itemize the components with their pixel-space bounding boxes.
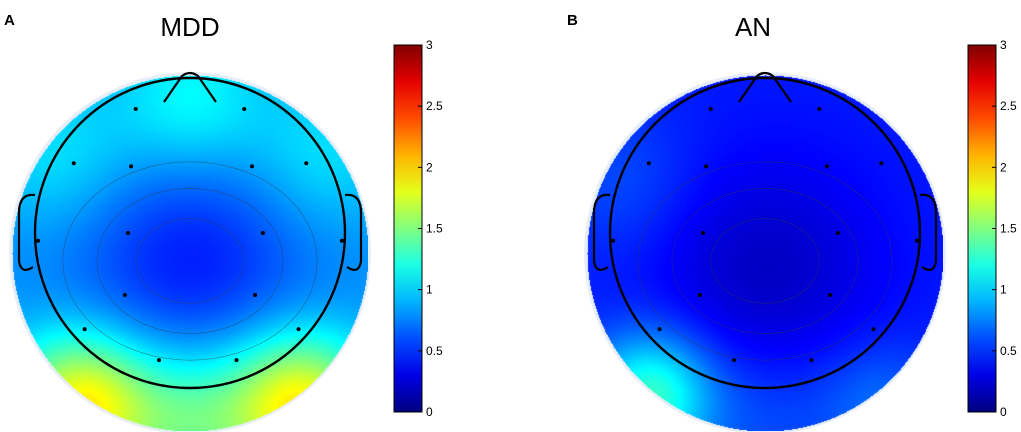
colorbar-tick-label: 0 [426, 405, 433, 419]
nose-outline [163, 71, 217, 103]
electrode-dot [36, 238, 41, 243]
colorbar-tick-label: 2.5 [426, 99, 443, 113]
electrode-dot [835, 231, 840, 235]
electrode-dot [871, 327, 876, 332]
contour-line [135, 218, 245, 304]
chart-title-an: AN [734, 12, 772, 42]
electrode-dot [708, 107, 713, 111]
electrode-dot [879, 161, 884, 166]
electrode-dot [697, 293, 702, 297]
electrode-dot [825, 164, 829, 169]
electrode-dot [122, 293, 127, 297]
colorbar-tick-label: 1 [1000, 283, 1007, 297]
colorbar-tick-label: 2 [426, 160, 433, 174]
electrode-dot [242, 107, 247, 111]
electrode-dot [133, 107, 138, 111]
topo-panel-b: 0 0.5 1 1.5 2 2.5 3 [584, 38, 1017, 432]
contour-line [62, 161, 318, 361]
heatmap-surface [12, 75, 368, 431]
colorbar [393, 44, 423, 413]
electrode-dot [296, 327, 301, 332]
left-ear-outline [17, 193, 36, 271]
colorbar-tick-label: 1.5 [1000, 222, 1017, 236]
electrode-dot [646, 161, 651, 166]
colorbar-tick-label: 2 [1000, 160, 1007, 174]
colorbar-tick-label: 3 [1000, 38, 1007, 52]
electrode-dot [339, 238, 344, 243]
contour-line [710, 218, 820, 304]
head-outline [33, 76, 347, 390]
nose-outline [738, 71, 792, 103]
left-ear-outline [592, 193, 611, 271]
electrode-dot [304, 161, 309, 166]
electrode-dot [129, 164, 134, 169]
topo-panel-a: 0 0.5 1 1.5 2 2.5 3 [9, 38, 443, 432]
contour-line [637, 161, 893, 361]
colorbar-tick-label: 3 [426, 38, 433, 52]
colorbar-tick-label: 1 [426, 283, 433, 297]
electrode-dot [71, 161, 76, 166]
electrode-dot [914, 238, 919, 243]
electrode-dot [732, 358, 736, 363]
electrode-dot [817, 107, 822, 111]
electrode-dot [250, 164, 254, 169]
colorbar-tick-label: 0 [1000, 405, 1007, 419]
electrode-dot [611, 238, 616, 243]
electrode-dot [126, 231, 130, 235]
panel-label-a: A [4, 12, 15, 29]
contour-line [671, 188, 859, 334]
contour-line [96, 188, 284, 334]
electrode-dot [704, 164, 709, 169]
panel-label-b: B [567, 12, 578, 29]
chart-title-mdd: MDD [160, 12, 220, 42]
right-ear-outline [919, 193, 938, 271]
electrode-dot [701, 231, 705, 235]
electrode-dot [253, 293, 258, 297]
electrode-dot [234, 358, 239, 363]
electrode-dot [82, 327, 87, 332]
head-outline [608, 76, 922, 390]
colorbar-tick-label: 2.5 [1000, 99, 1017, 113]
electrode-dot [260, 231, 265, 235]
electrode-dot [828, 293, 833, 297]
electrode-dot [657, 327, 662, 332]
colorbar-tick-label: 0.5 [1000, 344, 1017, 358]
electrode-dot [809, 358, 814, 363]
colorbar [967, 44, 997, 413]
colorbar-tick-label: 1.5 [426, 222, 443, 236]
right-ear-outline [344, 193, 363, 271]
heatmap-surface [587, 75, 943, 431]
colorbar-tick-label: 0.5 [426, 344, 443, 358]
electrode-dot [157, 358, 161, 363]
